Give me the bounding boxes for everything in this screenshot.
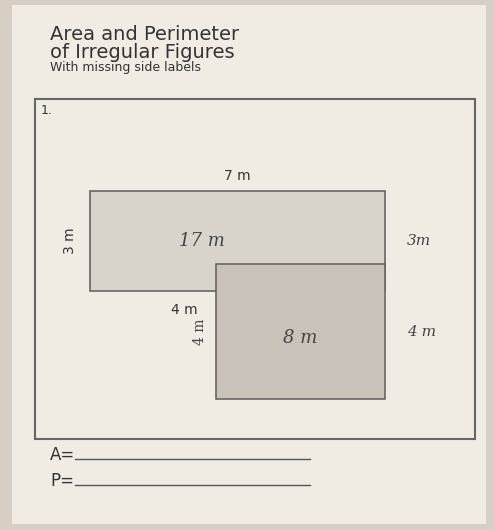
Text: 3 m: 3 m	[63, 227, 77, 254]
Text: 4 m: 4 m	[171, 303, 198, 317]
Text: 8 m: 8 m	[284, 329, 318, 347]
Text: 3m: 3m	[407, 234, 431, 248]
Text: 1.: 1.	[41, 104, 53, 117]
Text: 7 m: 7 m	[224, 169, 251, 183]
Text: 17 m: 17 m	[179, 232, 225, 250]
Text: 4 m: 4 m	[193, 318, 207, 345]
Text: Area and Perimeter: Area and Perimeter	[50, 25, 239, 44]
Text: A=: A=	[50, 446, 75, 464]
Bar	[90, 191, 385, 291]
Text: of Irregular Figures: of Irregular Figures	[50, 43, 235, 62]
Bar	[35, 99, 475, 439]
Text: P=: P=	[50, 472, 74, 490]
Text: 4 m: 4 m	[407, 324, 436, 339]
Text: With missing side labels: With missing side labels	[50, 61, 201, 74]
Bar	[216, 264, 385, 399]
